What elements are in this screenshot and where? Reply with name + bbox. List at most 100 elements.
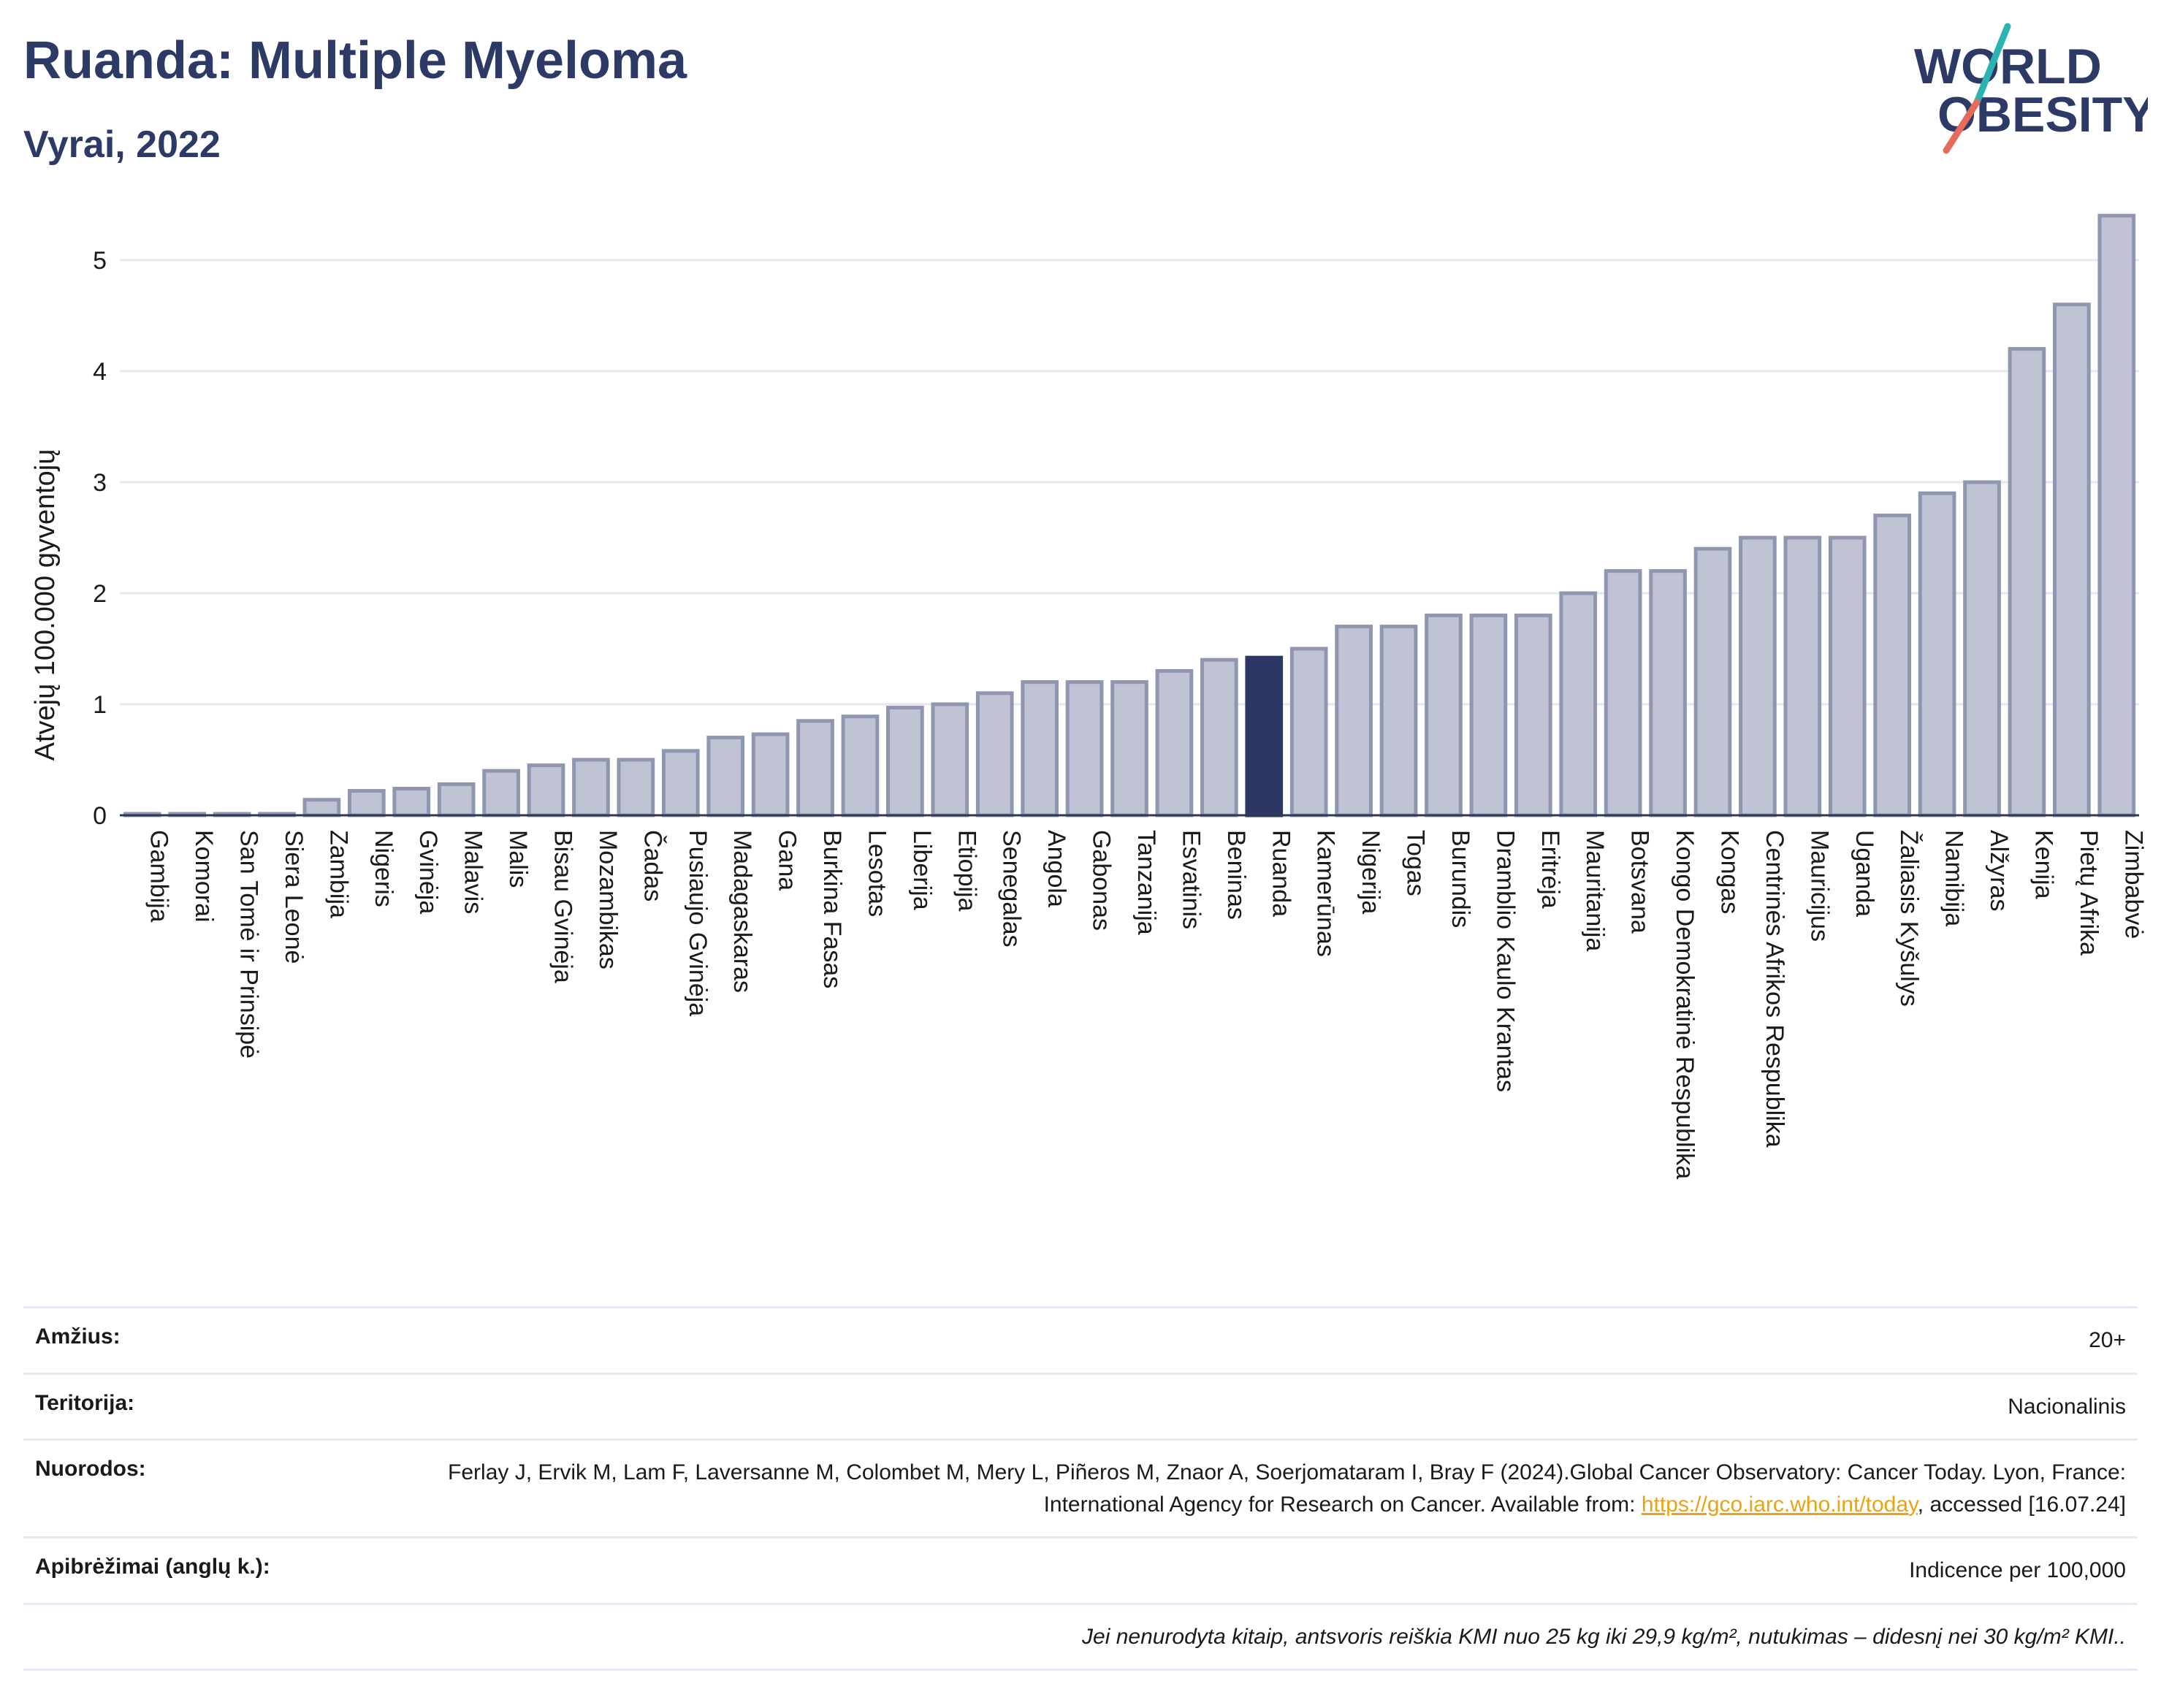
x-tick-label: Ruanda [1267, 830, 1295, 917]
bar-38 [1828, 535, 1867, 817]
y-tick-label: 3 [93, 469, 107, 497]
bar-25 [1245, 655, 1284, 817]
bar-9 [527, 763, 565, 817]
age-value: 20+ [2089, 1328, 2126, 1352]
x-tick-label: Kongas [1715, 830, 1743, 914]
logo-text-world: WORLD [1914, 39, 2102, 94]
y-axis-label: Atvejų 100.000 gyventojų [30, 449, 61, 761]
x-tick-label: Mauricijus [1805, 830, 1833, 942]
bar-19 [975, 691, 1014, 817]
bar-10 [572, 758, 610, 817]
bar-chart: 0 1 2 3 4 5 Gambija Komorai San Tomė ir Prinsipė… [30, 213, 2147, 1179]
info-row-age: Amžius: 20+ [23, 1306, 2138, 1373]
x-tick-label: San Tomė ir Prinsipė [235, 830, 263, 1059]
bar-12 [661, 749, 700, 817]
x-tick-label: Botsvana [1626, 830, 1654, 934]
bar-30 [1469, 613, 1508, 817]
bar-41 [1963, 480, 2001, 817]
x-tick-label: Mozambikas [594, 830, 622, 969]
references-text-end: , accessed [16.07.24] [1917, 1492, 2126, 1517]
x-tick-label: Čadas [639, 830, 666, 901]
x-tick-label: Pusiaujo Gvinėja [684, 830, 712, 1016]
x-tick-label: Liberija [908, 830, 936, 910]
x-tick-label: Nigeris [370, 830, 397, 907]
bar-14 [751, 732, 790, 817]
x-tick-label: Namibija [1940, 830, 1968, 926]
x-tick-label: Nigerija [1357, 830, 1384, 914]
y-tick-label: 4 [93, 358, 107, 386]
axes: 0 1 2 3 4 5 Gambija Komorai San Tomė ir Prinsipė… [93, 247, 2147, 1179]
chart-title: Ruanda: Multiple Myeloma [23, 31, 687, 90]
bar-31 [1514, 613, 1552, 817]
y-tick-label: 1 [93, 691, 107, 719]
footnote: Jei nenurodyta kitaip, antsvoris reiškia… [1082, 1624, 2126, 1649]
info-table: Amžius: 20+ Teritorija: Nacionalinis Nuo… [23, 1306, 2138, 1671]
x-tick-label: Pietų Afrika [2075, 830, 2103, 956]
bar-15 [796, 719, 834, 817]
x-tick-label: Esvatinis [1177, 830, 1205, 929]
x-tick-label: Tanzanija [1132, 830, 1160, 935]
references-value: Ferlay J, Ervik M, Lam F, Laversanne M, … [446, 1457, 2126, 1520]
x-tick-label: Zambija [324, 830, 352, 918]
bar-22 [1110, 680, 1148, 817]
bar-42 [2008, 347, 2046, 817]
bar-5 [347, 789, 386, 817]
age-label: Amžius: [35, 1324, 121, 1349]
x-tick-label: Togas [1402, 830, 1430, 896]
definitions-label: Apibrėžimai (anglų k.): [35, 1555, 270, 1579]
bar-36 [1739, 535, 1777, 817]
x-tick-label: Gana [774, 830, 801, 891]
logo-slash-coral [1943, 99, 1981, 154]
bar-44 [2097, 213, 2136, 817]
definitions-value: Indicence per 100,000 [1909, 1558, 2126, 1582]
x-tick-label: Alžyras [1985, 830, 2013, 911]
x-tick-label: Gvinėja [414, 830, 442, 914]
bar-8 [482, 769, 520, 817]
bar-34 [1649, 569, 1687, 817]
logo-slash-teal [1973, 23, 2011, 106]
world-obesity-logo: WORLD OBESITY [1914, 23, 2148, 154]
bar-11 [617, 758, 655, 817]
bar-43 [2053, 302, 2091, 817]
x-tick-label: Siera Leonė [280, 830, 308, 964]
x-tick-label: Uganda [1851, 830, 1878, 917]
x-tick-label: Kamerūnas [1312, 830, 1340, 957]
bar-29 [1425, 613, 1463, 817]
bar-39 [1873, 514, 1912, 817]
bar-37 [1783, 535, 1822, 817]
info-row-definitions: Apibrėžimai (anglų k.): Indicence per 10… [23, 1536, 2138, 1603]
y-tick-label: 0 [93, 802, 107, 830]
references-label: Nuorodos: [35, 1457, 146, 1481]
territory-label: Teritorija: [35, 1390, 135, 1415]
x-tick-label: Gabonas [1088, 830, 1116, 931]
bar-35 [1693, 546, 1732, 817]
x-tick-label: Etiopija [953, 830, 980, 912]
x-tick-label: Žaliasis Kyšulys [1895, 830, 1923, 1007]
bar-17 [886, 706, 924, 817]
references-link[interactable]: https://gco.iarc.who.int/today [1641, 1492, 1918, 1517]
info-row-territory: Teritorija: Nacionalinis [23, 1372, 2138, 1439]
x-tick-label: Malavis [460, 830, 487, 914]
bar-7 [437, 782, 476, 817]
bar-21 [1065, 680, 1104, 817]
bars [123, 213, 2136, 817]
bar-33 [1604, 569, 1642, 817]
info-row-note: Jei nenurodyta kitaip, antsvoris reiškia… [23, 1602, 2138, 1671]
x-tick-label: Gambija [145, 830, 173, 923]
x-tick-label: Malis [504, 830, 532, 888]
x-tick-label: Senegalas [998, 830, 1026, 948]
bar-18 [931, 702, 969, 817]
x-tick-label: Angola [1043, 830, 1070, 907]
references-text: Ferlay J, Ervik M, Lam F, Laversanne M, … [448, 1460, 2126, 1517]
bar-40 [1918, 491, 1956, 817]
chart-subtitle: Vyrai, 2022 [23, 123, 221, 166]
info-row-references: Nuorodos: Ferlay J, Ervik M, Lam F, Lave… [23, 1438, 2138, 1536]
x-tick-label: Bisau Gvinėja [549, 830, 577, 983]
bar-13 [706, 736, 745, 817]
bar-28 [1379, 625, 1418, 817]
x-tick-label: Burundis [1447, 830, 1474, 928]
x-tick-label: Kongo Demokratinė Respublika [1671, 830, 1699, 1179]
bar-26 [1289, 647, 1328, 817]
x-tick-label: Kenija [2029, 830, 2057, 899]
x-tick-label: Zimbabvė [2119, 830, 2147, 939]
